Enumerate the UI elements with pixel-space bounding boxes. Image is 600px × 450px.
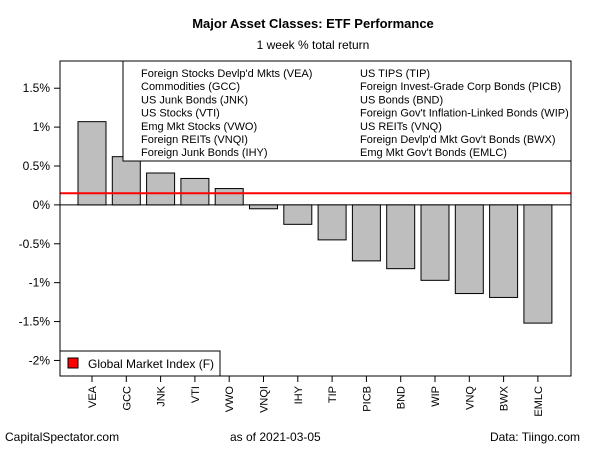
bar-vti [180, 177, 210, 206]
legend-entry-right: US TIPS (TIP) [360, 68, 430, 80]
y-tick-label: -0.5% [19, 237, 51, 251]
y-tick-label: -1.5% [19, 315, 51, 329]
footer-data-credit: Data: Tiingo.com [489, 430, 580, 444]
bar-picb [351, 204, 381, 262]
index-legend-label: Global Market Index (F) [88, 357, 214, 371]
bar-wip [420, 204, 450, 281]
legend-entry-left: Foreign REITs (VNQI) [141, 134, 248, 146]
y-tick-label: -1% [29, 276, 51, 290]
chart-subtitle: 1 week % total return [257, 38, 370, 52]
x-tick-label: VEA [87, 385, 99, 408]
legend-entry-left: Emg Mkt Stocks (VWO) [141, 121, 257, 133]
bar-vwo [214, 188, 244, 206]
x-tick-label: PICB [361, 386, 373, 412]
x-tick-label: VNQI [259, 386, 271, 413]
x-tick-label: BND [396, 386, 408, 409]
bar-bwx [489, 204, 519, 298]
x-tick-label: TIP [327, 386, 339, 403]
y-tick-label: -2% [29, 353, 51, 367]
index-legend-swatch [67, 357, 79, 369]
legend-entry-right: US REITs (VNQ) [360, 121, 442, 133]
chart-title: Major Asset Classes: ETF Performance [192, 16, 434, 31]
legend-entry-left: Foreign Stocks Devlp'd Mkts (VEA) [141, 68, 312, 80]
legend-entry-right: US Bonds (BND) [360, 94, 443, 106]
bar-emlc [523, 204, 553, 324]
bar-tip [317, 204, 347, 241]
bar-vnqi [249, 204, 278, 210]
legend-entry-right: Foreign Invest-Grade Corp Bonds (PICB) [360, 81, 561, 93]
x-tick-label: JNK [156, 385, 168, 406]
y-tick-label: 0.5% [23, 159, 51, 173]
bar-jnk [146, 172, 176, 206]
legend-entry-left: Commodities (GCC) [141, 81, 240, 93]
x-tick-label: EMLC [533, 386, 545, 417]
legend-entry-left: US Stocks (VTI) [141, 108, 220, 120]
bar-bnd [386, 204, 416, 270]
bar-ihy [283, 204, 313, 225]
bar-vnq [454, 204, 484, 295]
bar-gcc [111, 156, 141, 206]
footer-source: CapitalSpectator.com [5, 430, 120, 444]
y-tick-label: 1% [33, 120, 51, 134]
legend-entry-left: US Junk Bonds (JNK) [141, 94, 248, 106]
plot-frame [59, 60, 572, 377]
x-tick-label: WIP [430, 386, 442, 407]
legend-entry-right: Emg Mkt Gov't Bonds (EMLC) [360, 147, 507, 159]
x-tick-label: VWO [224, 386, 236, 413]
ticker-legend-box [122, 60, 572, 162]
legend-entry-right: Foreign Devlp'd Mkt Gov't Bonds (BWX) [360, 134, 556, 146]
bar-vea [77, 121, 107, 206]
footer-date: as of 2021-03-05 [230, 430, 321, 444]
x-tick-label: VNQ [464, 386, 476, 410]
x-tick-label: GCC [121, 386, 133, 411]
y-tick-label: 0% [33, 198, 51, 212]
x-tick-label: BWX [499, 385, 511, 411]
x-tick-label: VTI [190, 386, 202, 403]
legend-entry-left: Foreign Junk Bonds (IHY) [141, 147, 268, 159]
y-tick-label: 1.5% [23, 81, 51, 95]
x-tick-label: IHY [293, 385, 305, 404]
legend-entry-right: Foreign Gov't Inflation-Linked Bonds (WI… [360, 108, 569, 120]
